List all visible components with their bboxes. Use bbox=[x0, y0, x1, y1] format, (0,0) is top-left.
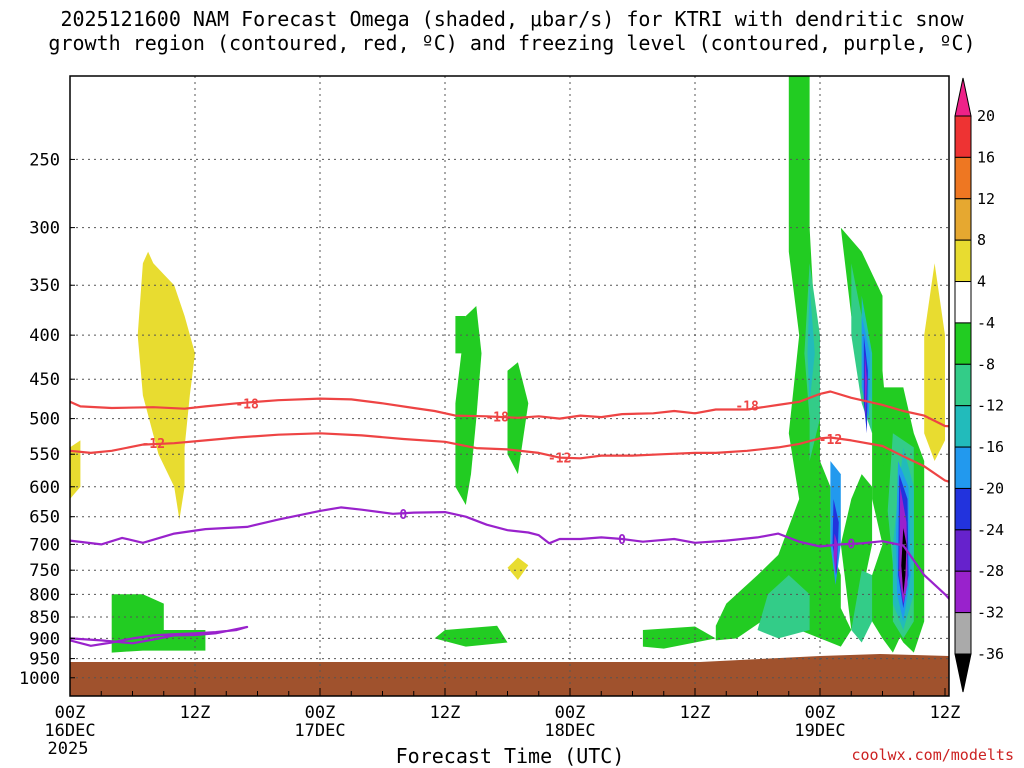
colorbar-swatch-8 bbox=[954, 405, 972, 448]
contour-isotherm--12C bbox=[70, 432, 949, 483]
colorbar-swatch-5 bbox=[954, 281, 972, 324]
colorbar-label-13: -36 bbox=[977, 645, 1004, 663]
x-tick-label-72: 00Z bbox=[805, 703, 836, 723]
colorbar-label-3: 8 bbox=[977, 231, 986, 249]
omega-shading bbox=[70, 76, 945, 653]
x-tick-label-84: 12Z bbox=[930, 703, 961, 723]
contour-lines: -18 -18 -18 -12 -12 -12 0 0 0 bbox=[70, 390, 949, 647]
axis-ticks: 2503003504004505005506006507007508008509… bbox=[19, 150, 960, 759]
terrain-fill bbox=[70, 654, 949, 696]
contour-label-0-0: -18 bbox=[235, 397, 259, 412]
colorbar-top-arrow bbox=[954, 77, 972, 117]
omega-region-sinking-moderate-2 bbox=[757, 575, 810, 639]
omega-region-rising-0 bbox=[137, 251, 195, 520]
colorbar-bottom-arrow bbox=[954, 653, 972, 693]
y-tick-label-950: 950 bbox=[29, 650, 60, 670]
contour-label-1-0: -12 bbox=[142, 437, 165, 452]
omega-region-sinking-weak-5 bbox=[642, 626, 716, 649]
contour-label-0-1: -18 bbox=[485, 410, 509, 425]
y-tick-label-900: 900 bbox=[29, 629, 60, 649]
y-tick-label-750: 750 bbox=[29, 561, 60, 581]
credit-text: coolwx.com/modelts bbox=[851, 746, 1014, 764]
contour-label-1-2: -12 bbox=[819, 433, 842, 448]
y-tick-label-1000: 1000 bbox=[19, 669, 60, 689]
y-tick-label-450: 450 bbox=[29, 370, 60, 390]
omega-region-rising-2 bbox=[924, 263, 945, 461]
contour-freezing-level-0C-low-level bbox=[70, 625, 249, 647]
omega-region-sinking-strong-0 bbox=[807, 285, 815, 404]
x-axis-label: Forecast Time (UTC) bbox=[396, 744, 625, 768]
omega-region-sinking-weak-0 bbox=[111, 594, 206, 653]
y-tick-label-400: 400 bbox=[29, 326, 60, 346]
contour-label-0-2: -18 bbox=[735, 400, 759, 415]
colorbar-label-11: -28 bbox=[977, 562, 1004, 580]
colorbar-label-1: 16 bbox=[977, 148, 995, 166]
y-tick-label-550: 550 bbox=[29, 445, 60, 465]
x-tick-label-48: 00Z bbox=[555, 703, 586, 723]
y-tick-label-300: 300 bbox=[29, 219, 60, 239]
omega-region-sinking-moderate-4 bbox=[851, 570, 873, 643]
x-tick-date-48: 18DEC bbox=[544, 721, 595, 741]
x-tick-label-36: 12Z bbox=[430, 703, 461, 723]
x-tick-label-60: 12Z bbox=[680, 703, 711, 723]
colorbar-label-5: -4 bbox=[977, 314, 995, 332]
contour-freezing-level-0C bbox=[70, 506, 949, 601]
colorbar-swatch-2 bbox=[954, 156, 972, 200]
omega-region-sinking-weak-9 bbox=[840, 474, 873, 630]
colorbar-swatch-7 bbox=[954, 363, 972, 407]
x-tick-label-0: 00Z bbox=[55, 703, 86, 723]
colorbar-label-8: -16 bbox=[977, 438, 1004, 456]
y-tick-label-600: 600 bbox=[29, 478, 60, 498]
colorbar-label-2: 12 bbox=[977, 190, 995, 208]
colorbar-swatch-10 bbox=[954, 487, 972, 531]
y-tick-label-700: 700 bbox=[29, 535, 60, 555]
colorbar-swatch-12 bbox=[954, 570, 972, 614]
colorbar-label-4: 4 bbox=[977, 273, 986, 291]
contour-label-2-0: 0 bbox=[399, 508, 407, 523]
grid-lines bbox=[70, 76, 949, 696]
x-tick-date-72: 19DEC bbox=[794, 721, 845, 741]
chart-title-line2: growth region (contoured, red, ºC) and f… bbox=[48, 31, 975, 55]
omega-region-rising-3 bbox=[507, 557, 529, 580]
plot-frame bbox=[69, 75, 950, 697]
colorbar-swatch-1 bbox=[954, 115, 972, 158]
y-tick-label-650: 650 bbox=[29, 508, 60, 528]
terrain-layer bbox=[70, 654, 949, 696]
omega-region-sinking-weak-1 bbox=[455, 306, 482, 505]
contour-label-1-1: -12 bbox=[548, 452, 571, 467]
y-tick-label-850: 850 bbox=[29, 608, 60, 628]
y-tick-label-800: 800 bbox=[29, 585, 60, 605]
omega-region-sinking-weak-6 bbox=[715, 76, 852, 647]
colorbar-swatch-3 bbox=[954, 198, 972, 241]
contour-label-2-1: 0 bbox=[618, 533, 626, 548]
x-tick-date-0: 16DEC bbox=[44, 721, 95, 741]
colorbar-swatch-4 bbox=[954, 239, 972, 283]
contour-isotherm--18C bbox=[70, 390, 949, 428]
x-tick-label-12: 12Z bbox=[180, 703, 211, 723]
colorbar-swatch-11 bbox=[954, 529, 972, 572]
omega-region-sinking-very-strong-2 bbox=[832, 499, 839, 576]
y-tick-label-350: 350 bbox=[29, 276, 60, 296]
y-tick-label-250: 250 bbox=[29, 150, 60, 170]
colorbar-label-9: -20 bbox=[977, 479, 1004, 497]
x-tick-label-24: 00Z bbox=[305, 703, 336, 723]
x-tick-date-24: 17DEC bbox=[294, 721, 345, 741]
colorbar: 20 16 12 8 4 -4 -8 -12 -16 -20 -24 -28 -32 -36 bbox=[954, 77, 1004, 693]
chart-title-line1: 2025121600 NAM Forecast Omega (shaded, μ… bbox=[60, 7, 964, 31]
colorbar-swatch-13 bbox=[954, 612, 972, 655]
colorbar-swatch-6 bbox=[954, 322, 972, 365]
colorbar-label-6: -8 bbox=[977, 355, 995, 373]
omega-region-rising-1 bbox=[70, 440, 81, 499]
colorbar-label-0: 20 bbox=[977, 107, 995, 125]
colorbar-label-12: -32 bbox=[977, 604, 1004, 622]
x-tick-year-0: 2025 bbox=[48, 739, 89, 759]
y-tick-label-500: 500 bbox=[29, 410, 60, 430]
contour-label-2-2: 0 bbox=[847, 537, 855, 552]
omega-region-sinking-weak-4 bbox=[434, 625, 508, 647]
colorbar-label-10: -24 bbox=[977, 521, 1004, 539]
omega-region-sinking-extreme-0 bbox=[864, 353, 867, 419]
colorbar-swatch-9 bbox=[954, 446, 972, 489]
colorbar-label-7: -12 bbox=[977, 397, 1004, 415]
